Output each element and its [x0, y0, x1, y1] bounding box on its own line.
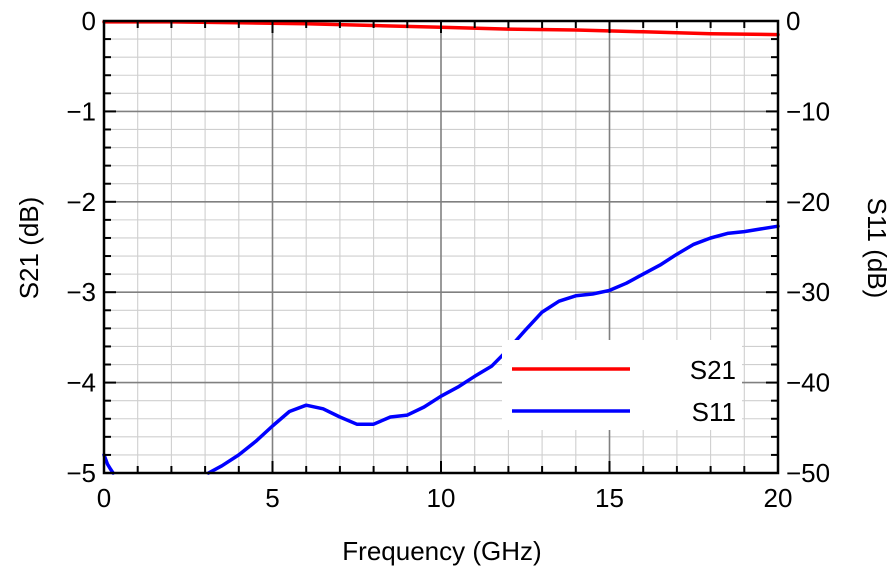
legend-label-s21: S21	[690, 355, 736, 385]
y-left-tick-label: −1	[66, 96, 96, 126]
y-right-tick-label: −10	[786, 96, 830, 126]
y-right-axis-title: S11 (dB)	[862, 198, 892, 299]
x-tick-label: 10	[427, 483, 456, 513]
legend: S21 S11	[502, 340, 742, 430]
x-tick-label: 0	[97, 483, 111, 513]
y-left-tick-label: −2	[66, 187, 96, 217]
series-line-s11-segment-1	[206, 224, 780, 475]
y-right-tick-label: −30	[786, 277, 830, 307]
y-left-tick-label: −4	[66, 368, 96, 398]
y-right-tick-label: −40	[786, 368, 830, 398]
x-tick-label: 20	[764, 483, 793, 513]
x-axis-title: Frequency (GHz)	[342, 536, 541, 566]
y-left-tick-label: −3	[66, 277, 96, 307]
tick-marks	[103, 20, 779, 474]
series-line-s11-segment-0	[102, 453, 115, 475]
y-left-axis-title: S21 (dB)	[14, 197, 44, 300]
y-right-tick-labels: 0 −10 −20 −30 −40 −50	[786, 6, 830, 488]
y-right-tick-label: 0	[786, 6, 800, 36]
y-left-tick-label: −5	[66, 458, 96, 488]
x-tick-label: 15	[595, 483, 624, 513]
y-right-tick-label: −20	[786, 187, 830, 217]
legend-label-s11: S11	[692, 397, 736, 427]
x-tick-labels: 0 5 10 15 20	[97, 483, 793, 513]
legend-box	[502, 340, 742, 430]
y-right-tick-label: −50	[786, 458, 830, 488]
y-left-tick-label: 0	[82, 6, 96, 36]
y-left-tick-labels: 0 −1 −2 −3 −4 −5	[66, 6, 96, 488]
x-tick-label: 5	[265, 483, 279, 513]
